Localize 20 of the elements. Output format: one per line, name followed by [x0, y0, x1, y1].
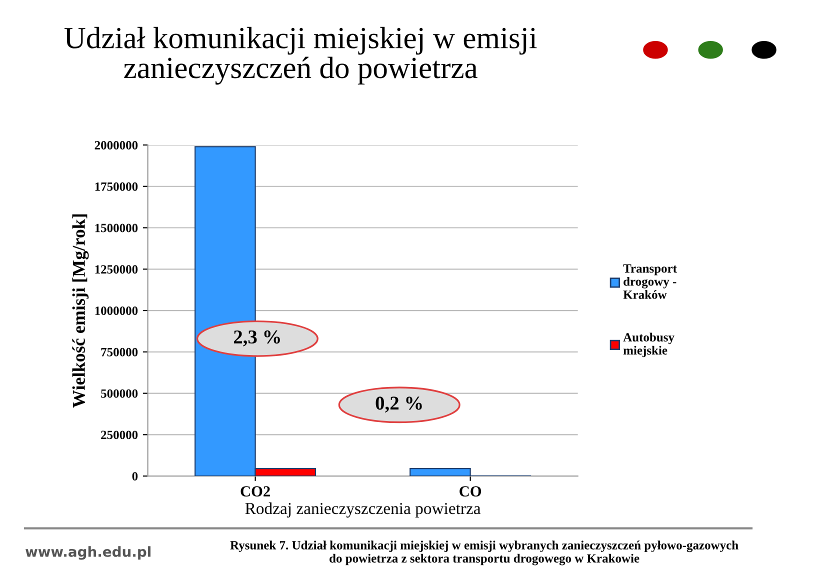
y-tick-label: 1750000 [95, 182, 138, 191]
y-tick-label: 750000 [101, 348, 138, 356]
y-axis-title: Wielkość emisji [Mg/rok] [72, 214, 89, 408]
x-axis-title: Rodzaj zanieczyszczenia powietrza [245, 502, 481, 518]
legend-label: Transport drogowy - Kraków [623, 264, 677, 299]
y-tick-label: 1250000 [95, 265, 138, 274]
chart-title: Udział komunikacji miejskiej w emisji zanieczyszczeń do powietrza [64, 26, 537, 85]
y-tick-label: 1000000 [95, 306, 138, 315]
annotation: 0,2 % [376, 396, 422, 413]
y-tick-label: 1500000 [95, 224, 138, 232]
y-tick-label: 500000 [101, 389, 138, 398]
text: www.agh.edu.pl [26, 546, 150, 560]
x-tick-label: CO2 [240, 486, 270, 497]
text: Rysunek 7. Udział komunikacji miejskiej w emisji wybranych zanieczyszczeń pyłowo-gazowych do powietrza z sektora transportu drogowego w Krakowie [230, 540, 738, 566]
y-tick-label: 2000000 [94, 141, 138, 150]
y-tick-label: 250000 [101, 430, 138, 440]
legend-label: Autobusy miejskie [623, 332, 674, 358]
x-tick-label: CO [460, 486, 482, 497]
y-tick-label: 0 [132, 472, 138, 481]
annotation: 2,3 % [234, 330, 280, 346]
